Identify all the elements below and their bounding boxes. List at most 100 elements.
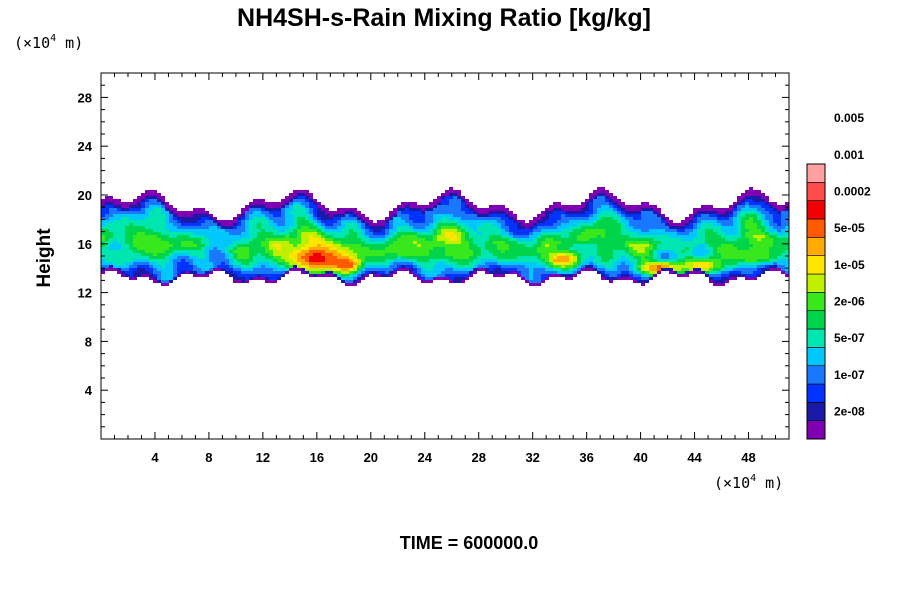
contour-cell — [573, 214, 577, 217]
contour-cell — [585, 244, 589, 247]
contour-cell — [129, 235, 133, 238]
contour-cell — [401, 268, 405, 271]
contour-cell — [305, 247, 309, 250]
contour-cell — [425, 238, 429, 241]
contour-cell — [317, 274, 321, 277]
contour-cell — [389, 214, 393, 217]
contour-cell — [777, 217, 781, 220]
contour-cell — [345, 217, 349, 220]
contour-cell — [209, 247, 213, 250]
contour-cell — [305, 268, 309, 271]
contour-cell — [145, 274, 149, 277]
contour-cell — [521, 238, 525, 241]
contour-cell — [261, 205, 265, 208]
contour-cell — [177, 235, 181, 238]
contour-cell — [169, 253, 173, 256]
contour-cell — [537, 256, 541, 259]
contour-cell — [737, 211, 741, 214]
contour-cell — [777, 265, 781, 268]
contour-cell — [337, 223, 341, 226]
contour-cell — [113, 214, 117, 217]
contour-cell — [225, 235, 229, 238]
contour-cell — [729, 262, 733, 265]
contour-cell — [249, 241, 253, 244]
contour-cell — [329, 262, 333, 265]
contour-cell — [185, 220, 189, 223]
contour-cell — [493, 247, 497, 250]
contour-cell — [669, 220, 673, 223]
contour-cell — [281, 241, 285, 244]
contour-cell — [289, 241, 293, 244]
contour-cell — [233, 235, 237, 238]
contour-cell — [269, 232, 273, 235]
contour-cell — [141, 208, 145, 211]
contour-cell — [181, 265, 185, 268]
contour-cell — [737, 250, 741, 253]
contour-cell — [653, 271, 657, 274]
contour-cell — [137, 256, 141, 259]
contour-cell — [473, 259, 477, 262]
contour-cell — [337, 229, 341, 232]
contour-cell — [605, 217, 609, 220]
contour-cell — [305, 256, 309, 259]
contour-cell — [453, 271, 457, 274]
contour-cell — [697, 241, 701, 244]
contour-cell — [437, 241, 441, 244]
contour-cell — [145, 205, 149, 208]
contour-cell — [321, 214, 325, 217]
contour-cell — [213, 262, 217, 265]
contour-cell — [437, 247, 441, 250]
contour-cell — [169, 244, 173, 247]
contour-cell — [185, 256, 189, 259]
contour-cell — [729, 244, 733, 247]
contour-cell — [169, 280, 173, 283]
contour-cell — [157, 271, 161, 274]
contour-cell — [425, 220, 429, 223]
contour-cell — [573, 250, 577, 253]
contour-cell — [645, 214, 649, 217]
contour-cell — [489, 250, 493, 253]
contour-cell — [585, 238, 589, 241]
contour-cell — [677, 262, 681, 265]
contour-cell — [425, 214, 429, 217]
contour-cell — [417, 259, 421, 262]
contour-cell — [329, 217, 333, 220]
contour-cell — [589, 253, 593, 256]
contour-cell — [633, 232, 637, 235]
contour-cell — [449, 247, 453, 250]
contour-cell — [153, 217, 157, 220]
contour-cell — [109, 196, 113, 199]
contour-cell — [241, 250, 245, 253]
contour-cell — [457, 238, 461, 241]
contour-cell — [521, 271, 525, 274]
contour-cell — [701, 229, 705, 232]
contour-cell — [297, 229, 301, 232]
contour-cell — [217, 220, 221, 223]
contour-cell — [697, 262, 701, 265]
contour-cell — [489, 244, 493, 247]
contour-cell — [773, 211, 777, 214]
contour-cell — [273, 271, 277, 274]
contour-cell — [733, 250, 737, 253]
contour-cell — [229, 250, 233, 253]
contour-cell — [685, 253, 689, 256]
contour-cell — [585, 223, 589, 226]
contour-cell — [513, 268, 517, 271]
contour-cell — [373, 229, 377, 232]
contour-cell — [389, 253, 393, 256]
contour-cell — [373, 241, 377, 244]
contour-cell — [585, 208, 589, 211]
contour-cell — [705, 268, 709, 271]
contour-cell — [637, 256, 641, 259]
contour-cell — [617, 265, 621, 268]
contour-cell — [173, 208, 177, 211]
contour-cell — [353, 259, 357, 262]
contour-cell — [713, 217, 717, 220]
contour-cell — [169, 259, 173, 262]
contour-cell — [661, 226, 665, 229]
contour-cell — [673, 259, 677, 262]
contour-cell — [721, 259, 725, 262]
contour-cell — [177, 274, 181, 277]
contour-cell — [357, 229, 361, 232]
contour-cell — [557, 241, 561, 244]
